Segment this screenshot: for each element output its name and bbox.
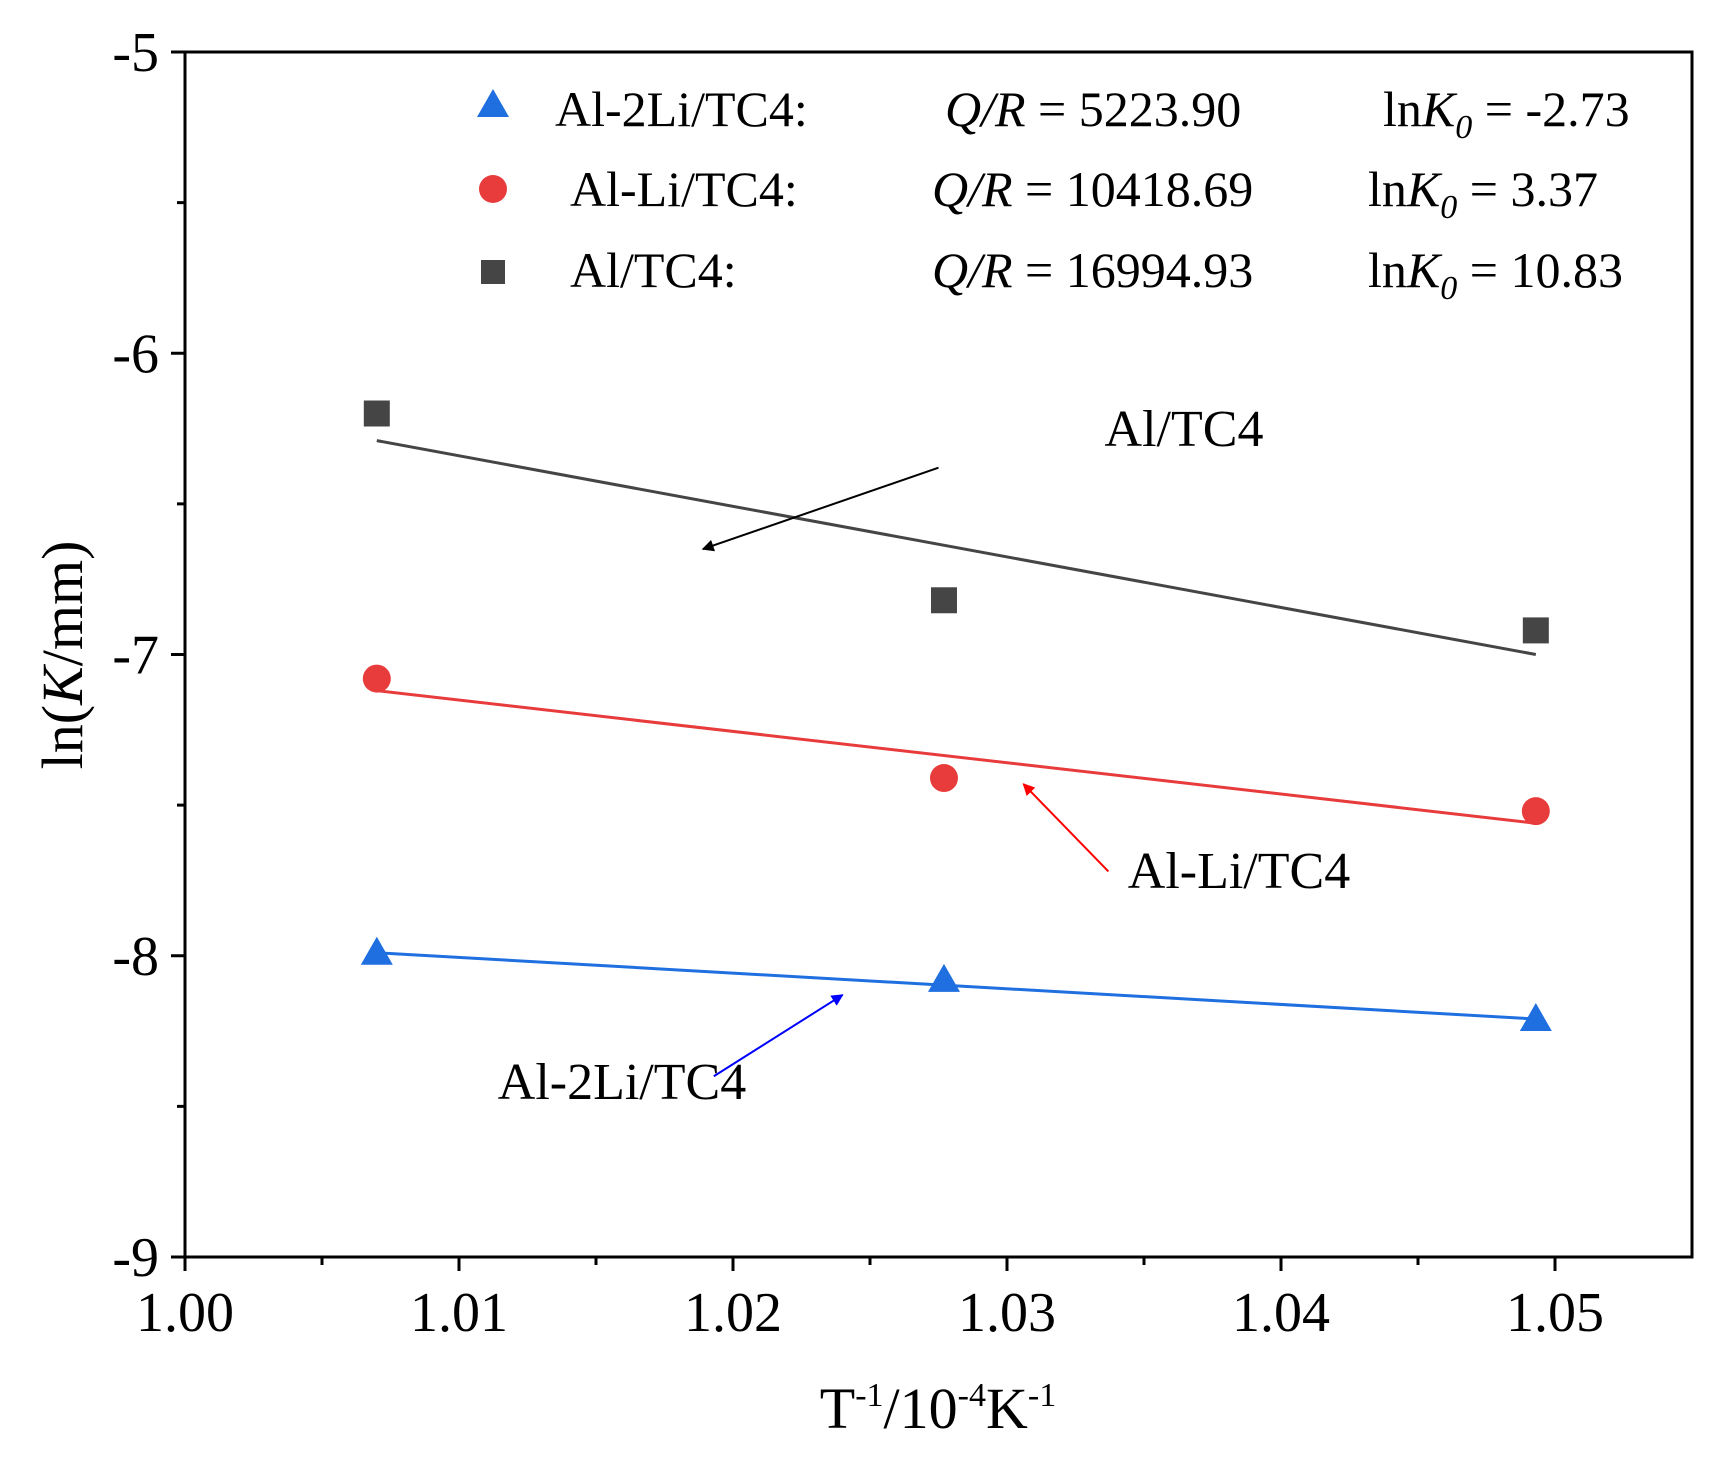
x-tick-label: 1.05 [1506,1282,1604,1344]
annotation-arrows [701,466,1110,1078]
point-al-tc4 [363,400,390,427]
annotation-arrow [1022,783,1110,873]
y-axis-title: ln(K/mm) [30,541,95,770]
annotation-al-tc4: Al/TC4 [1105,401,1264,458]
legend-qr: Q/R = 5223.90 [945,81,1241,137]
legend-triangle-icon [477,89,509,117]
legend: Al-2Li/TC4: Q/R = 5223.90 lnK0 = -2.73 A… [477,81,1630,307]
point-al-2li-tc4 [1519,1003,1552,1032]
legend-row-al-2li-tc4: Al-2Li/TC4: Q/R = 5223.90 lnK0 = -2.73 [477,81,1630,146]
annotation-arrow [713,994,844,1078]
point-al-tc4 [930,587,957,614]
legend-lnk0: lnK0 = -2.73 [1383,81,1630,146]
x-tick-label: 1.01 [410,1282,508,1344]
legend-circle-icon [479,175,507,203]
legend-row-al-li-tc4: Al-Li/TC4: Q/R = 10418.69 lnK0 = 3.37 [479,161,1598,226]
legend-lnk0: lnK0 = 3.37 [1368,161,1598,226]
point-al-2li-tc4 [360,936,393,965]
x-tick-label: 1.00 [136,1282,234,1344]
y-tick-label: -5 [112,22,159,84]
y-tick-label: -6 [112,323,159,385]
fit-line-al-tc4 [376,439,1537,656]
point-al-li-tc4 [362,664,391,693]
fit-line-al-li-tc4 [376,689,1536,825]
x-tick-label: 1.02 [684,1282,782,1344]
data-markers [360,400,1552,1032]
annotation-al-2li-tc4: Al-2Li/TC4 [498,1054,746,1111]
y-tick-label: -8 [112,926,159,988]
legend-qr: Q/R = 10418.69 [932,161,1253,217]
plot-frame [183,50,1694,1259]
y-tick-label: -7 [112,625,159,687]
legend-qr: Q/R = 16994.93 [932,242,1253,298]
point-al-li-tc4 [1521,797,1550,826]
annotation-al-li-tc4: Al-Li/TC4 [1128,843,1350,900]
x-tick-label: 1.03 [958,1282,1056,1344]
x-tick-label: 1.04 [1232,1282,1330,1344]
legend-square-icon [481,260,505,284]
fit-lines [376,439,1537,1021]
point-al-2li-tc4 [927,963,960,992]
x-axis-title: T-1/10-4K-1 [820,1376,1056,1441]
y-tick-label: -9 [112,1227,159,1289]
point-al-li-tc4 [929,764,958,793]
axis-ticks: 1.00 1.01 1.02 1.03 1.04 1.05 -5 -6 -7 -8 -9 [112,22,1604,1344]
annotation-arrow [701,466,939,552]
legend-label: Al/TC4: [570,242,737,298]
legend-lnk0: lnK0 = 10.83 [1368,242,1623,307]
legend-label: Al-2Li/TC4: [555,81,808,137]
point-al-tc4 [1522,617,1549,644]
legend-row-al-tc4: Al/TC4: Q/R = 16994.93 lnK0 = 10.83 [481,242,1623,307]
legend-label: Al-Li/TC4: [570,161,798,217]
